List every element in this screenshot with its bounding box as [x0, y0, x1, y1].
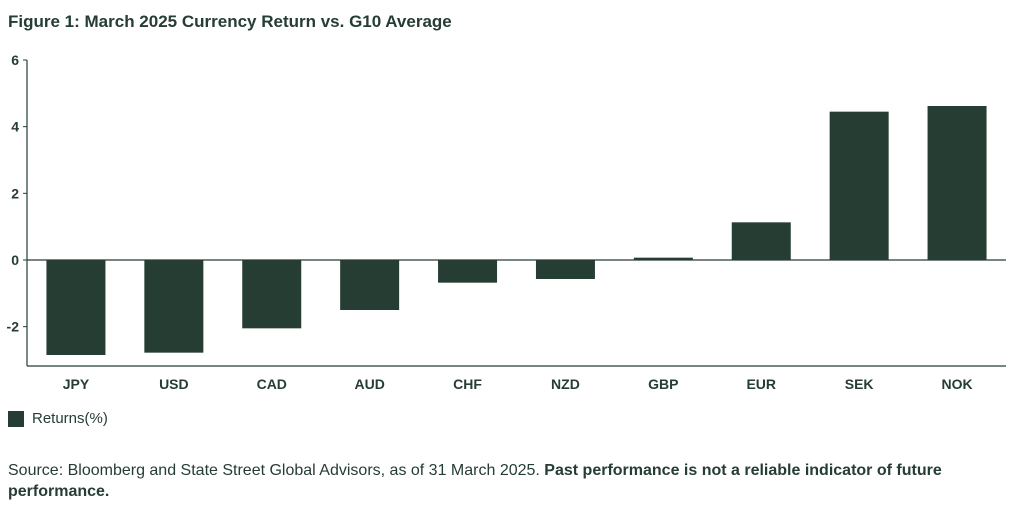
axes-group: [26, 60, 1006, 367]
y-tick-label: -2: [7, 319, 20, 335]
bar-chart: 6 4 2 0 -2 JPY USD CAD AUD CHF NZD GBP EUR SEK NOK: [7, 52, 1006, 392]
y-ticks-group: 6 4 2 0 -2: [7, 52, 27, 335]
bar-sek: [829, 111, 889, 261]
bar-nzd: [535, 260, 595, 279]
bar-nok: [927, 106, 987, 260]
x-tick-label-gbp: GBP: [648, 376, 678, 392]
x-tick-label-nok: NOK: [941, 376, 972, 392]
bar-usd: [144, 260, 204, 353]
bar-chf: [438, 260, 498, 283]
source-text: Source: Bloomberg and State Street Globa…: [8, 462, 545, 479]
y-tick-label: 4: [11, 119, 19, 135]
x-tick-label-chf: CHF: [453, 376, 482, 392]
bar-eur: [731, 222, 791, 260]
legend-label: Returns(%): [32, 410, 108, 427]
x-tick-label-jpy: JPY: [63, 376, 90, 392]
x-ticks-group: JPY USD CAD AUD CHF NZD GBP EUR SEK NOK: [63, 376, 973, 392]
y-tick-label: 0: [11, 252, 19, 268]
x-tick-label-sek: SEK: [845, 376, 874, 392]
legend-swatch: [8, 410, 24, 427]
bars-group: [46, 106, 987, 355]
x-tick-label-nzd: NZD: [551, 376, 580, 392]
x-tick-label-cad: CAD: [257, 376, 287, 392]
bar-aud: [340, 260, 400, 310]
source-note: Source: Bloomberg and State Street Globa…: [8, 460, 1008, 502]
y-tick-label: 2: [11, 185, 19, 201]
y-tick-label: 6: [11, 52, 19, 68]
legend: Returns(%): [8, 410, 108, 427]
x-tick-label-aud: AUD: [354, 376, 384, 392]
x-tick-label-usd: USD: [159, 376, 189, 392]
disclaimer-text: Past performance is not a reliable indic…: [8, 462, 942, 500]
bar-jpy: [46, 260, 106, 355]
chart-title: Figure 1: March 2025 Currency Return vs.…: [8, 12, 452, 31]
x-tick-label-eur: EUR: [746, 376, 776, 392]
bar-gbp: [633, 257, 693, 260]
bar-cad: [242, 260, 302, 329]
